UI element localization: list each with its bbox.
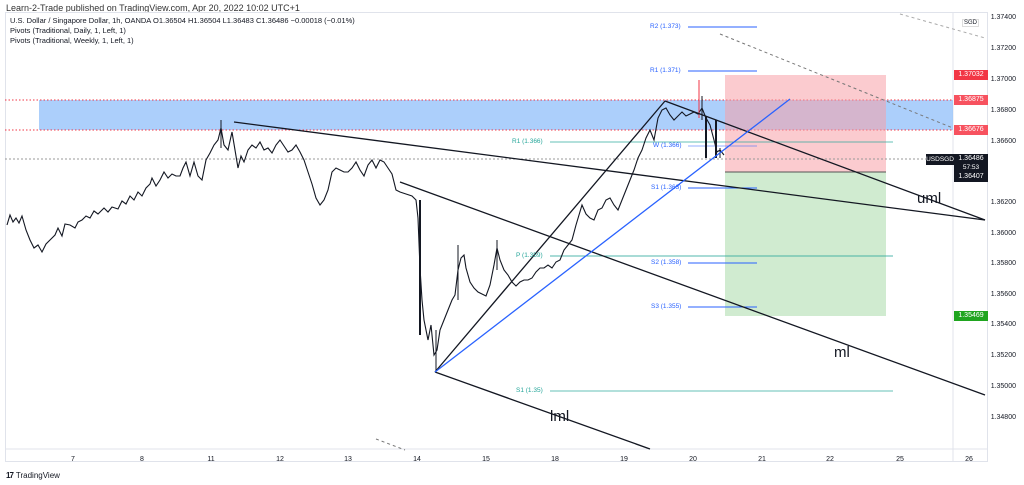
zone-bottom-price-tag: 1.36676 [954,125,988,135]
footer: 17 TradingView [6,471,60,480]
dashed-trendline-bottom[interactable] [375,438,406,451]
price-tick: 1.37200 [990,45,1016,52]
price-tick: 1.34800 [990,414,1016,421]
dashed-trendline-top[interactable] [899,13,986,39]
pitchfork-median-line[interactable] [399,181,986,396]
zone-top-price-tag: 1.36875 [954,95,988,105]
legend-weekly-pivots[interactable]: Pivots (Traditional, Weekly, 1, Left, 1) [10,36,134,45]
pivot-label-s1-daily: S1 (1.35) [516,387,543,394]
currency-label: SGD [962,19,980,27]
stop-loss-price-tag: 1.37032 [954,70,988,80]
pivot-label-r1-daily: R1 (1.366) [512,138,543,145]
pivot-label-s1-weekly: S1 (1.363) [651,184,682,191]
time-tick: 8 [140,456,144,463]
price-tick: 1.35400 [990,321,1016,328]
price-tick: 1.35200 [990,352,1016,359]
label-ml: ml [834,344,850,361]
time-tick: 19 [620,456,628,463]
bar-countdown: 57:53 [954,163,988,172]
time-tick: 22 [826,456,834,463]
price-tick: 1.36600 [990,138,1016,145]
time-tick: 7 [71,456,75,463]
candlestick-series [6,80,725,372]
tradingview-brand[interactable]: TradingView [15,471,60,480]
take-profit-zone[interactable] [725,172,886,316]
price-tick: 1.35800 [990,260,1016,267]
pivot-label-r1-weekly: R1 (1.371) [650,67,681,74]
label-lml: lml [550,408,570,425]
time-tick: 14 [413,456,421,463]
take-profit-price-tag: 1.35469 [954,311,988,321]
legend-daily-pivots[interactable]: Pivots (Traditional, Daily, 1, Left, 1) [10,26,126,35]
pivot-label-s2-weekly: S2 (1.358) [651,259,682,266]
price-tick: 1.37000 [990,76,1016,83]
time-tick: 26 [965,456,973,463]
pitchfork-lower-median-line[interactable] [434,371,651,450]
pivot-label-p-daily: P (1.359) [516,252,543,259]
pivot-label-s3-weekly: S3 (1.355) [651,303,682,310]
price-tick: 1.35600 [990,291,1016,298]
time-tick: 11 [207,456,215,463]
price-tick: 1.37400 [990,14,1016,21]
time-tick: 21 [758,456,766,463]
chart-legend: U.S. Dollar / Singapore Dollar, 1h, OAND… [10,16,355,46]
time-tick: 25 [896,456,904,463]
pitchfork-upper-median-line[interactable] [233,121,986,221]
time-tick: 20 [689,456,697,463]
entry-price-tag: 1.36407 [954,172,988,182]
pivot-label-w: W (1.366) [653,142,682,149]
price-tick: 1.36000 [990,230,1016,237]
publisher-caption: Learn-2-Trade published on TradingView.c… [6,3,300,13]
pivot-label-r2-weekly: R2 (1.373) [650,23,681,30]
price-tick: 1.35000 [990,383,1016,390]
legend-main-series[interactable]: U.S. Dollar / Singapore Dollar, 1h, OAND… [10,16,355,25]
time-tick: 15 [482,456,490,463]
label-uml: uml [917,190,942,207]
uptrend-line[interactable] [434,98,791,373]
symbol-tag: USDSGD [926,154,954,165]
time-tick: 18 [551,456,559,463]
price-tick: 1.36800 [990,107,1016,114]
price-tick: 1.36200 [990,199,1016,206]
stop-loss-zone[interactable] [725,75,886,172]
current-price-tag: 1.36486 [954,154,988,164]
time-tick: 13 [344,456,352,463]
chart-frame [5,12,988,462]
tradingview-logo-icon[interactable]: 17 [6,471,14,480]
time-tick: 12 [276,456,284,463]
pitchfork-upper-tine[interactable] [664,100,986,221]
